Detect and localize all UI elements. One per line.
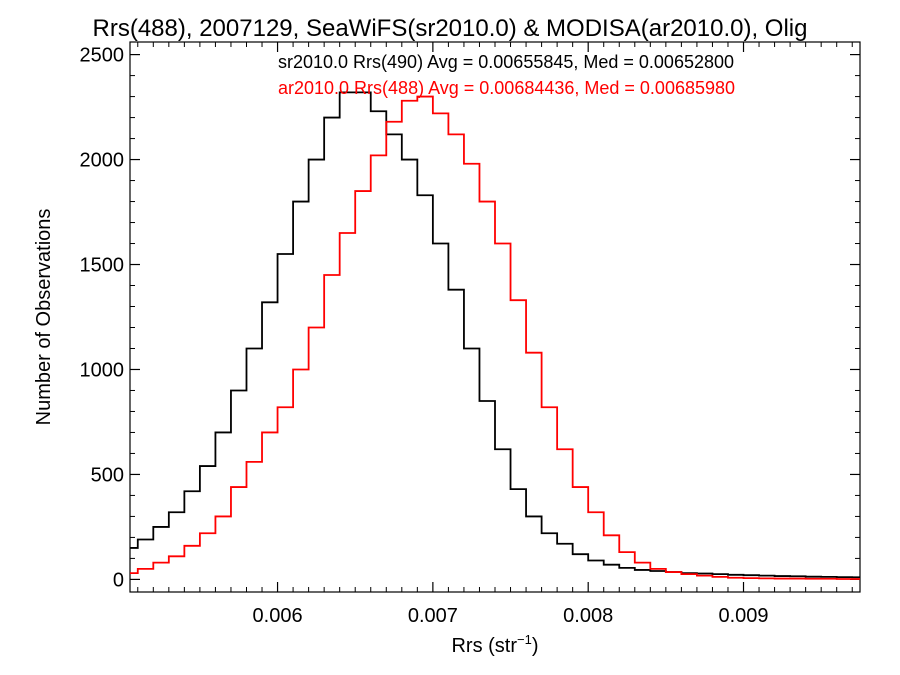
series-layer <box>130 91 860 580</box>
y-tick-label: 2000 <box>80 150 125 172</box>
y-tick-label: 1000 <box>80 359 125 381</box>
y-tick-label: 1500 <box>80 255 125 277</box>
series-1-line <box>130 91 860 579</box>
chart-title: Rrs(488), 2007129, SeaWiFS(sr2010.0) & M… <box>93 15 808 42</box>
series-2-line <box>130 95 860 580</box>
x-tick-label: 0.008 <box>563 605 613 627</box>
x-axis-label-main: Rrs (str <box>451 635 517 657</box>
x-tick-label: 0.007 <box>408 605 458 627</box>
plot-frame <box>129 41 861 593</box>
legend-series-1: sr2010.0 Rrs(490) Avg = 0.00655845, Med … <box>278 52 734 72</box>
axis-ticks: 0.006 0.007 0.008 0.009 0 500 1000 1500 2000 2500 <box>80 42 860 627</box>
legend-series-2: ar2010.0 Rrs(488) Avg = 0.00684436, Med … <box>278 78 735 98</box>
x-axis-label-superscript: −1 <box>517 632 532 647</box>
y-axis-label: Number of Observations <box>33 209 55 426</box>
x-axis-label-close: ) <box>532 635 539 657</box>
x-tick-label: 0.009 <box>718 605 768 627</box>
y-tick-label: 2500 <box>80 45 125 67</box>
y-tick-label: 500 <box>91 464 124 486</box>
x-tick-label: 0.006 <box>253 605 303 627</box>
y-tick-label: 0 <box>113 569 124 591</box>
x-axis-label: Rrs (str−1) <box>451 632 538 657</box>
